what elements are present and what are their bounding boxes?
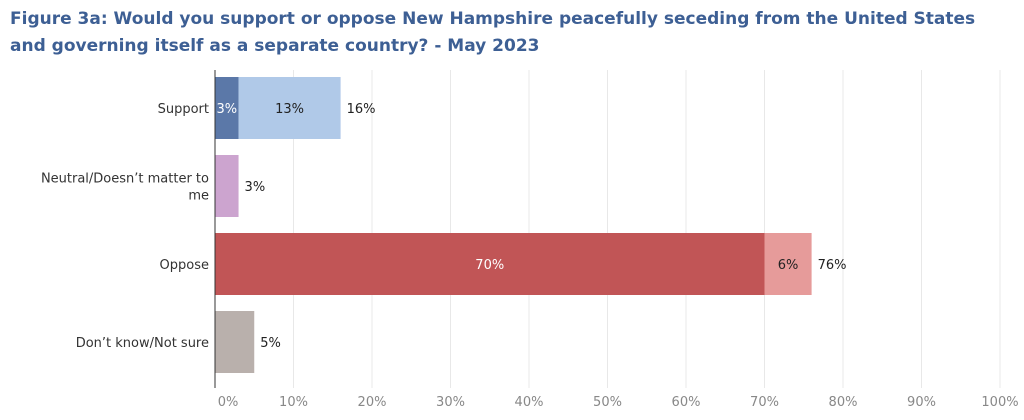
bar-segment [238,77,341,139]
bar-segment [215,311,255,373]
x-tick-label: 0% [218,395,239,410]
x-tick-label: 90% [907,395,936,410]
category-label: Neutral/Doesn’t matter to [41,172,209,187]
bar-segment [215,77,239,139]
segment-label: 3% [216,102,237,117]
total-label: 16% [347,102,376,117]
category-label: me [188,189,209,204]
category-label: Support [158,102,209,117]
bar-segment [215,233,765,295]
x-tick-label: 20% [358,395,387,410]
chart-title: Figure 3a: Would you support or oppose N… [10,9,976,56]
category-label: Don’t know/Not sure [76,336,209,351]
x-tick-label: 80% [829,395,858,410]
x-tick-label: 50% [593,395,622,410]
total-label: 76% [818,258,847,273]
bar-segment [764,233,812,295]
segment-label: 70% [475,258,504,273]
total-label: 3% [245,180,266,195]
segment-label: 13% [275,102,304,117]
total-label: 5% [260,336,281,351]
x-tick-label: 40% [515,395,544,410]
x-tick-label: 60% [672,395,701,410]
category-label: Oppose [160,258,209,273]
x-tick-label: 10% [279,395,308,410]
bar-segment [215,155,239,217]
segment-label: 6% [778,258,799,273]
x-tick-label: 30% [436,395,465,410]
x-tick-label: 100% [981,395,1018,410]
x-tick-label: 70% [750,395,779,410]
